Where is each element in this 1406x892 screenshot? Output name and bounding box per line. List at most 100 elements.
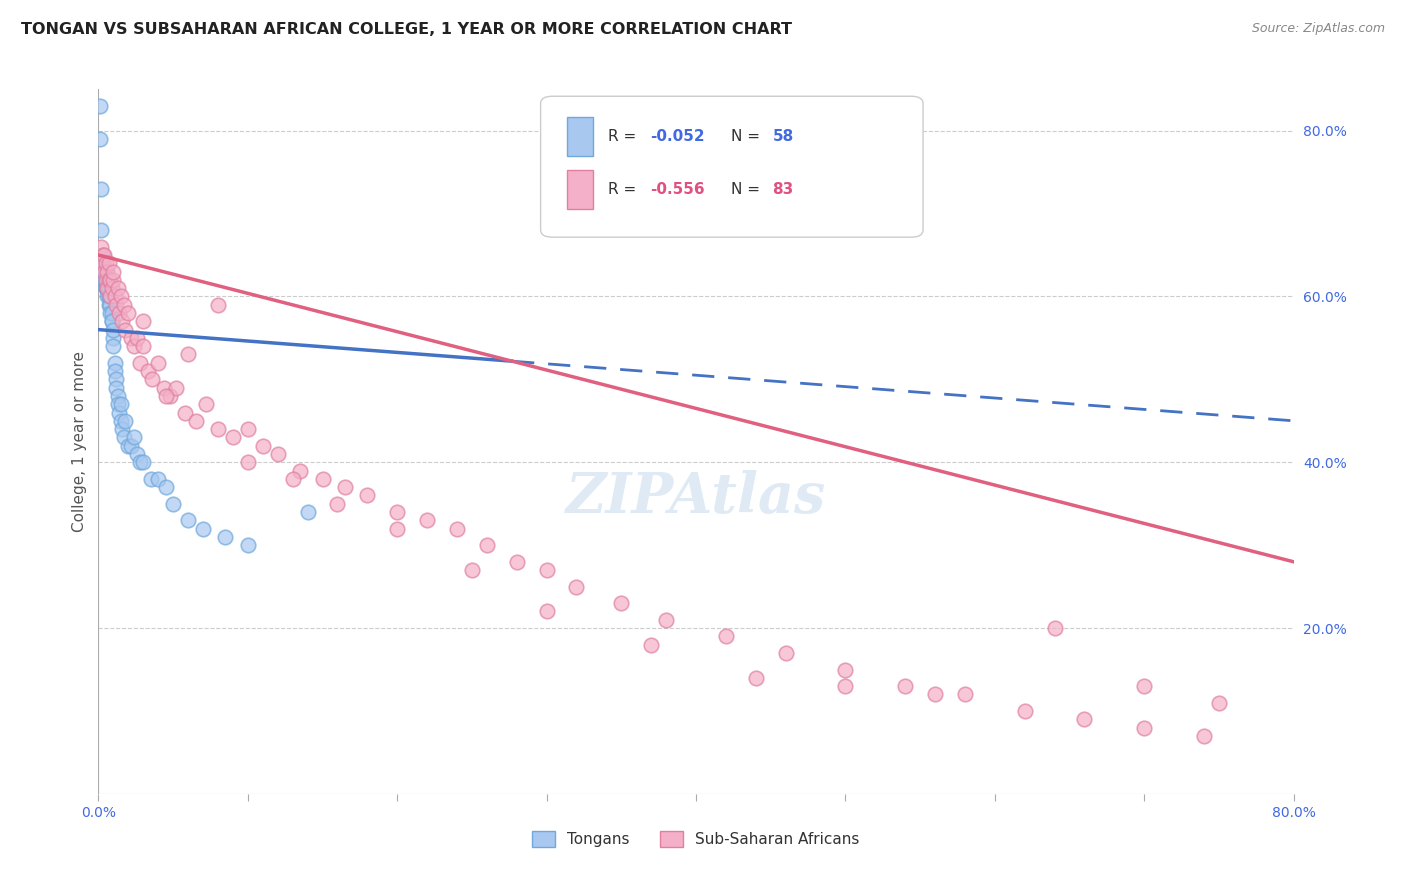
Point <box>103 339 125 353</box>
Point <box>640 638 662 652</box>
Point <box>93 264 115 278</box>
Point <box>111 422 134 436</box>
Point <box>96 281 118 295</box>
Point <box>105 372 128 386</box>
Point <box>103 331 125 345</box>
Point <box>104 289 127 303</box>
Point <box>91 264 114 278</box>
Text: TONGAN VS SUBSAHARAN AFRICAN COLLEGE, 1 YEAR OR MORE CORRELATION CHART: TONGAN VS SUBSAHARAN AFRICAN COLLEGE, 1 … <box>21 22 792 37</box>
Point <box>461 563 484 577</box>
Point <box>191 522 214 536</box>
Point <box>536 605 558 619</box>
Point <box>98 289 122 303</box>
Point <box>96 273 118 287</box>
Text: 58: 58 <box>772 129 794 145</box>
Point <box>195 397 218 411</box>
Point <box>207 298 229 312</box>
Point <box>446 522 468 536</box>
Point <box>132 314 155 328</box>
Point <box>184 414 207 428</box>
Point <box>333 480 356 494</box>
Point <box>356 488 378 502</box>
Point <box>97 281 120 295</box>
Point <box>136 364 159 378</box>
Point <box>222 430 245 444</box>
Point <box>96 281 118 295</box>
Point <box>120 331 142 345</box>
Point <box>94 256 117 270</box>
Point <box>894 679 917 693</box>
Point <box>124 430 146 444</box>
Point <box>129 455 152 469</box>
Point <box>90 223 112 237</box>
Point <box>834 663 856 677</box>
Text: 83: 83 <box>772 182 794 197</box>
Point <box>141 372 163 386</box>
Point <box>162 497 184 511</box>
Point <box>97 289 120 303</box>
Point <box>105 298 128 312</box>
Text: N =: N = <box>731 182 765 197</box>
Point <box>506 555 529 569</box>
Point <box>127 447 149 461</box>
Point <box>416 513 439 527</box>
Point <box>94 273 117 287</box>
Point <box>385 522 409 536</box>
Point <box>105 381 128 395</box>
Point <box>112 298 135 312</box>
Point <box>90 240 112 254</box>
Point <box>91 256 114 270</box>
Point <box>834 679 856 693</box>
Point <box>117 439 139 453</box>
Point <box>110 397 132 411</box>
Legend: Tongans, Sub-Saharan Africans: Tongans, Sub-Saharan Africans <box>526 825 866 853</box>
Point <box>112 430 135 444</box>
Point <box>117 306 139 320</box>
Point <box>107 397 129 411</box>
Point <box>1133 679 1156 693</box>
Text: R =: R = <box>607 182 641 197</box>
Point <box>93 248 115 262</box>
Point <box>110 414 132 428</box>
Point <box>129 356 152 370</box>
Point <box>94 264 117 278</box>
Point <box>236 538 259 552</box>
Point <box>107 281 129 295</box>
Point <box>1192 729 1215 743</box>
Point <box>108 306 131 320</box>
Point <box>98 289 122 303</box>
Point <box>101 306 124 320</box>
Point <box>90 182 112 196</box>
Point <box>924 687 946 701</box>
Bar <box>567 118 593 156</box>
Point <box>96 264 118 278</box>
Point <box>236 455 259 469</box>
Text: -0.556: -0.556 <box>651 182 706 197</box>
Point <box>104 356 127 370</box>
Point <box>103 273 125 287</box>
Point <box>97 273 120 287</box>
Point <box>93 273 115 287</box>
Point <box>101 281 124 295</box>
Point <box>98 273 122 287</box>
Point <box>89 99 111 113</box>
Bar <box>567 170 593 209</box>
Point <box>139 472 162 486</box>
Text: ZIPAtlas: ZIPAtlas <box>565 470 827 525</box>
Point <box>114 414 136 428</box>
Point <box>94 281 117 295</box>
Point <box>96 281 118 295</box>
Point <box>775 646 797 660</box>
Point <box>89 132 111 146</box>
Point <box>104 364 127 378</box>
Point <box>155 389 177 403</box>
Point <box>610 596 633 610</box>
Point <box>745 671 768 685</box>
Point <box>326 497 349 511</box>
Point <box>536 563 558 577</box>
Point <box>94 273 117 287</box>
Point <box>385 505 409 519</box>
Point <box>1014 704 1036 718</box>
Point <box>475 538 498 552</box>
Point <box>1208 696 1230 710</box>
